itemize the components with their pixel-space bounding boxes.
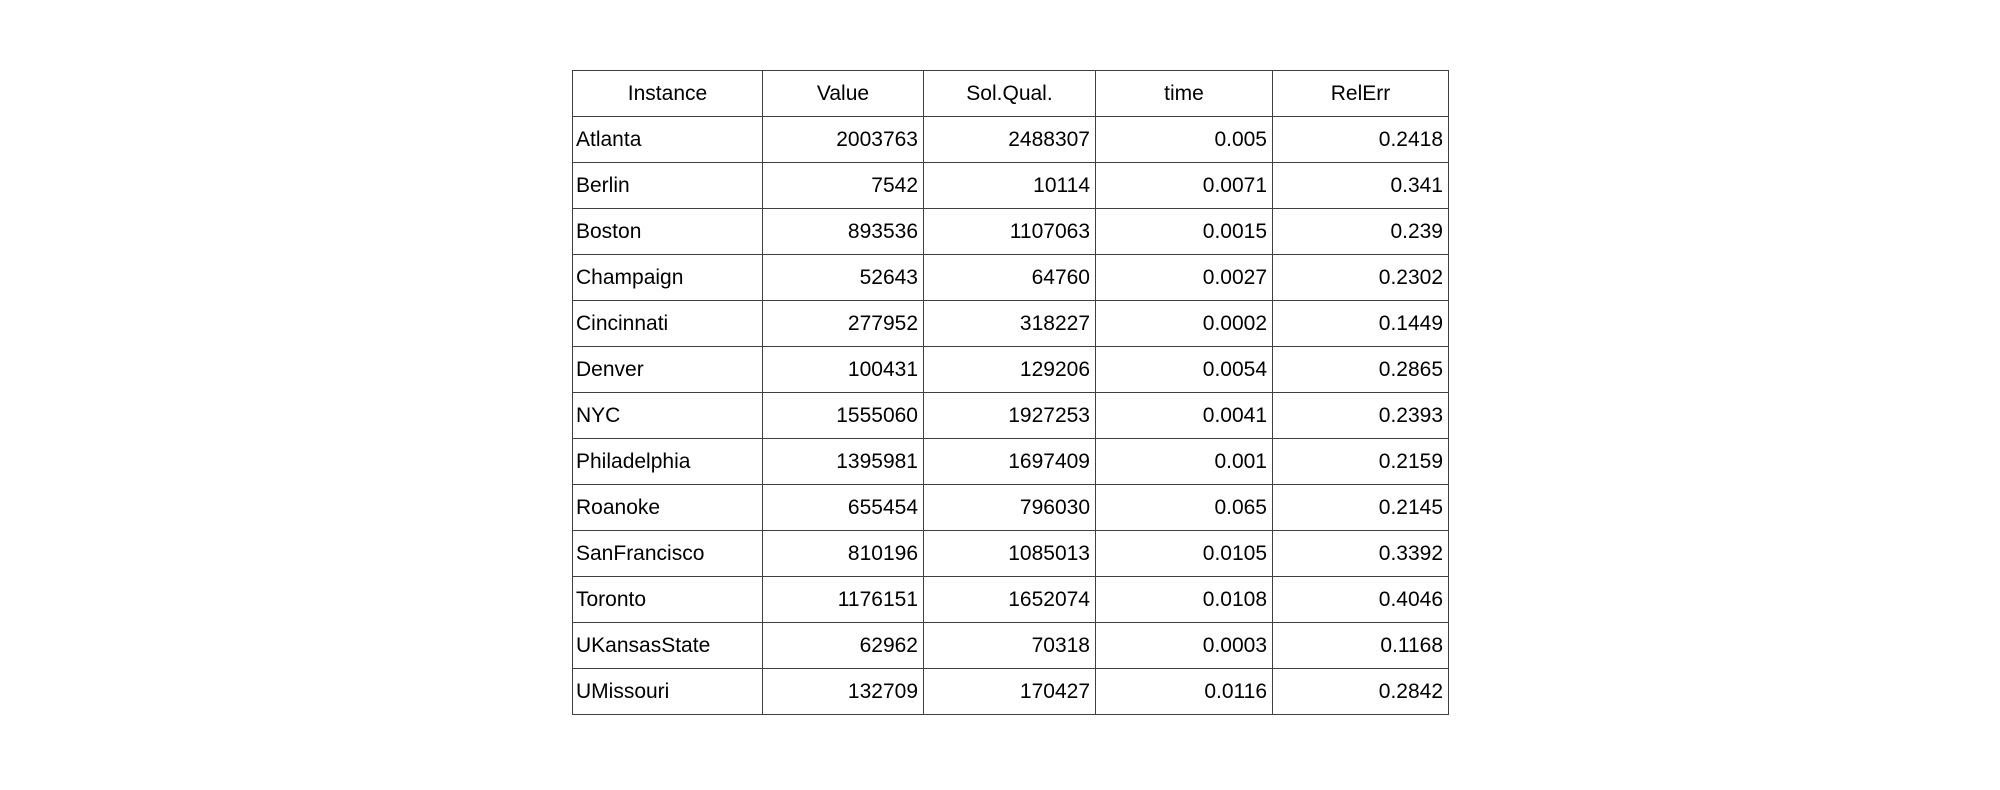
table-cell-instance: UMissouri	[572, 668, 763, 715]
results-table: Instance Value Sol.Qual. time RelErr Atl…	[572, 70, 1449, 715]
table-cell-sol_qual: 64760	[923, 254, 1096, 301]
table-row: Berlin 7542 10114 0.0071 0.341	[572, 162, 1449, 209]
table-row: Boston 893536 1107063 0.0015 0.239	[572, 208, 1449, 255]
table-cell-rel_err: 0.2842	[1272, 668, 1449, 715]
table-cell-rel_err: 0.2159	[1272, 438, 1449, 485]
table-cell-sol_qual: 2488307	[923, 116, 1096, 163]
table-cell-value: 52643	[762, 254, 924, 301]
table-cell-time: 0.065	[1095, 484, 1273, 531]
table-cell-rel_err: 0.1168	[1272, 622, 1449, 669]
table-cell-instance: Champaign	[572, 254, 763, 301]
table-row: Toronto 1176151 1652074 0.0108 0.4046	[572, 576, 1449, 623]
table-cell-time: 0.0002	[1095, 300, 1273, 347]
table-cell-instance: SanFrancisco	[572, 530, 763, 577]
column-header-rel-err: RelErr	[1272, 70, 1449, 117]
table-cell-rel_err: 0.2393	[1272, 392, 1449, 439]
table-cell-rel_err: 0.1449	[1272, 300, 1449, 347]
column-header-instance: Instance	[572, 70, 763, 117]
table-row: Atlanta 2003763 2488307 0.005 0.2418	[572, 116, 1449, 163]
table-cell-value: 100431	[762, 346, 924, 393]
table-cell-time: 0.0003	[1095, 622, 1273, 669]
table-row: UKansasState 62962 70318 0.0003 0.1168	[572, 622, 1449, 669]
table-cell-sol_qual: 170427	[923, 668, 1096, 715]
table-cell-instance: UKansasState	[572, 622, 763, 669]
table-cell-sol_qual: 1085013	[923, 530, 1096, 577]
table-row: Roanoke 655454 796030 0.065 0.2145	[572, 484, 1449, 531]
table-cell-sol_qual: 1927253	[923, 392, 1096, 439]
table-cell-sol_qual: 1107063	[923, 208, 1096, 255]
table-cell-sol_qual: 70318	[923, 622, 1096, 669]
table-cell-time: 0.0041	[1095, 392, 1273, 439]
table-cell-time: 0.0108	[1095, 576, 1273, 623]
table-cell-rel_err: 0.3392	[1272, 530, 1449, 577]
table-cell-rel_err: 0.2145	[1272, 484, 1449, 531]
table-cell-time: 0.0071	[1095, 162, 1273, 209]
table-cell-rel_err: 0.239	[1272, 208, 1449, 255]
table-cell-time: 0.0015	[1095, 208, 1273, 255]
table-row: SanFrancisco 810196 1085013 0.0105 0.3392	[572, 530, 1449, 577]
column-header-sol-qual: Sol.Qual.	[923, 70, 1096, 117]
table-cell-rel_err: 0.2418	[1272, 116, 1449, 163]
table-cell-value: 810196	[762, 530, 924, 577]
table-cell-time: 0.005	[1095, 116, 1273, 163]
table-row: Cincinnati 277952 318227 0.0002 0.1449	[572, 300, 1449, 347]
table-cell-value: 2003763	[762, 116, 924, 163]
table-cell-instance: Atlanta	[572, 116, 763, 163]
table-cell-value: 893536	[762, 208, 924, 255]
table-cell-sol_qual: 796030	[923, 484, 1096, 531]
table-cell-instance: Toronto	[572, 576, 763, 623]
table-cell-sol_qual: 10114	[923, 162, 1096, 209]
table-cell-value: 1176151	[762, 576, 924, 623]
table-cell-time: 0.0105	[1095, 530, 1273, 577]
table-row: UMissouri 132709 170427 0.0116 0.2842	[572, 668, 1449, 715]
header-row: Instance Value Sol.Qual. time RelErr	[572, 70, 1449, 117]
table-cell-value: 655454	[762, 484, 924, 531]
table-row: Denver 100431 129206 0.0054 0.2865	[572, 346, 1449, 393]
table-cell-instance: Cincinnati	[572, 300, 763, 347]
column-header-value: Value	[762, 70, 924, 117]
table-cell-time: 0.001	[1095, 438, 1273, 485]
table-cell-instance: Roanoke	[572, 484, 763, 531]
table-cell-rel_err: 0.341	[1272, 162, 1449, 209]
table-cell-instance: Denver	[572, 346, 763, 393]
table-cell-time: 0.0027	[1095, 254, 1273, 301]
table-cell-value: 1395981	[762, 438, 924, 485]
table-cell-value: 1555060	[762, 392, 924, 439]
table-cell-time: 0.0116	[1095, 668, 1273, 715]
table-cell-sol_qual: 1697409	[923, 438, 1096, 485]
table-cell-rel_err: 0.2865	[1272, 346, 1449, 393]
table-cell-sol_qual: 318227	[923, 300, 1096, 347]
table-cell-instance: Berlin	[572, 162, 763, 209]
table-cell-rel_err: 0.4046	[1272, 576, 1449, 623]
table-cell-value: 62962	[762, 622, 924, 669]
table-row: Champaign 52643 64760 0.0027 0.2302	[572, 254, 1449, 301]
table-cell-sol_qual: 1652074	[923, 576, 1096, 623]
table-cell-sol_qual: 129206	[923, 346, 1096, 393]
table-cell-instance: Philadelphia	[572, 438, 763, 485]
table-row: Philadelphia 1395981 1697409 0.001 0.2159	[572, 438, 1449, 485]
table-cell-instance: NYC	[572, 392, 763, 439]
column-header-time: time	[1095, 70, 1273, 117]
table-row: NYC 1555060 1927253 0.0041 0.2393	[572, 392, 1449, 439]
table-cell-value: 132709	[762, 668, 924, 715]
table-cell-time: 0.0054	[1095, 346, 1273, 393]
table-cell-instance: Boston	[572, 208, 763, 255]
table-cell-value: 277952	[762, 300, 924, 347]
table-cell-value: 7542	[762, 162, 924, 209]
table-cell-rel_err: 0.2302	[1272, 254, 1449, 301]
